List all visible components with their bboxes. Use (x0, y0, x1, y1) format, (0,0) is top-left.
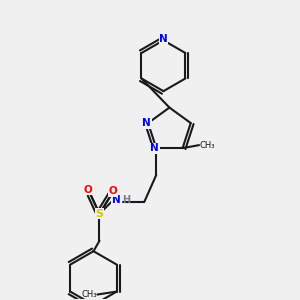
Text: N: N (150, 143, 159, 153)
Text: S: S (95, 209, 104, 219)
Text: H: H (122, 195, 130, 206)
Text: O: O (83, 185, 92, 195)
Text: N: N (159, 34, 168, 44)
Text: CH₃: CH₃ (81, 290, 97, 299)
Text: O: O (109, 186, 117, 197)
Text: N: N (142, 118, 151, 128)
Text: CH₃: CH₃ (200, 141, 215, 150)
Text: N: N (112, 195, 120, 206)
